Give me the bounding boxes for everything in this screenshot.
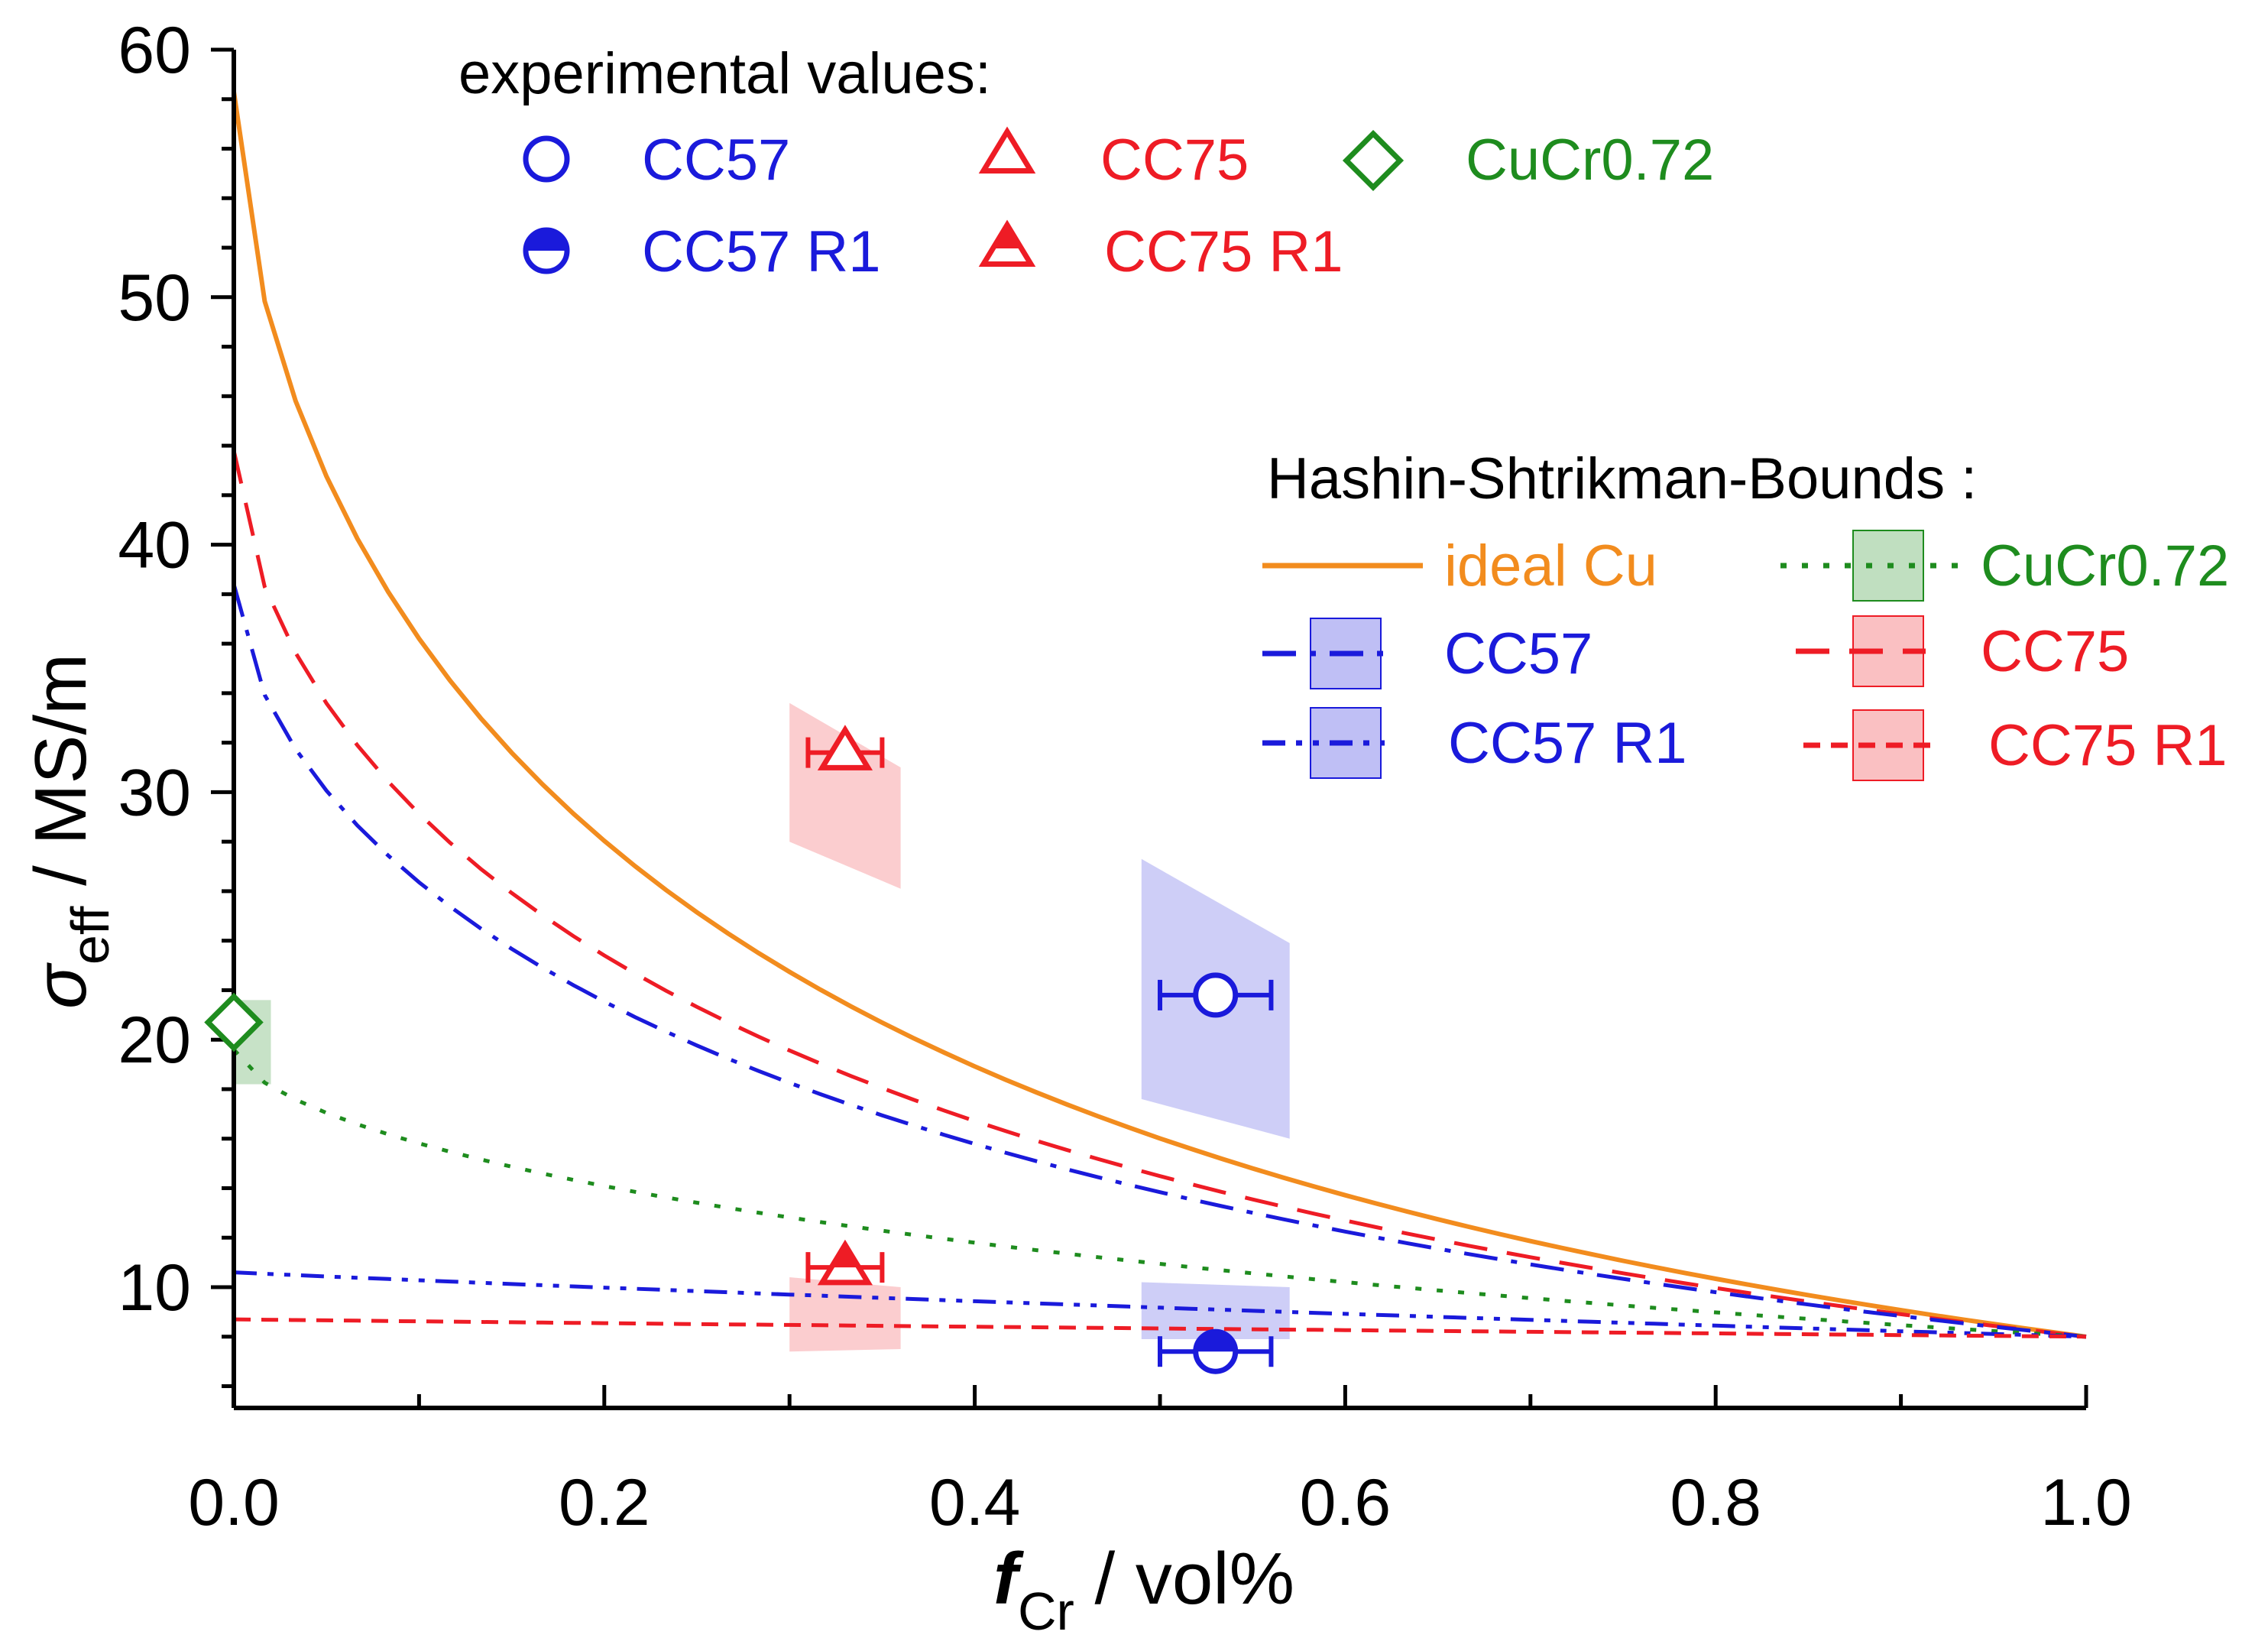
legend-bounds-label: CuCr0.72 <box>1981 534 2229 598</box>
legend-bounds-entry: CC57 <box>1262 618 1592 689</box>
data-point-pt-cc57 <box>1158 972 1274 1018</box>
legend-bounds-label: CC75 R1 <box>1988 713 2228 778</box>
x-axis-title: fCr / vol% <box>993 1538 1294 1641</box>
legend-exp-entry: CuCr0.72 <box>1342 128 1714 193</box>
circle-marker-fill <box>526 230 567 251</box>
y-tick-label: 50 <box>118 261 191 335</box>
legend-exp-label: CC57 <box>642 128 790 193</box>
legend-bounds-label: CC75 <box>1981 619 2129 684</box>
data-point-pt-cc75 <box>805 725 885 770</box>
legend-marker <box>978 126 1036 174</box>
x-axis-title-subscript: Cr <box>1018 1581 1074 1641</box>
legend-bounds-entry: CuCr0.72 <box>1780 530 2229 602</box>
x-tick-label: 0.6 <box>1300 1466 1392 1539</box>
legend-bounds-entry: CC75 R1 <box>1803 709 2228 781</box>
legend-marker <box>523 227 570 274</box>
y-tick-label: 30 <box>118 756 191 829</box>
legend-experimental-title: experimental values: <box>458 41 991 106</box>
triangle-marker-fill <box>831 1244 859 1268</box>
series-cc75 <box>232 450 2087 1339</box>
series-ideal-cu <box>232 91 2087 1339</box>
data-point-pt-cc57r1 <box>1158 1328 1274 1374</box>
legend-exp-entry: CC75 <box>978 126 1249 193</box>
experimental-points <box>204 725 1274 1374</box>
marker <box>1193 1328 1239 1374</box>
diamond-open-marker <box>204 992 264 1053</box>
uncertainty-bands <box>234 702 1290 1352</box>
series-cucr072 <box>232 1048 2087 1339</box>
legend-experimental: experimental values: CC57 CC75 CuCr0.72 CC57… <box>458 41 1714 284</box>
legend-exp-label: CC75 <box>1100 128 1249 193</box>
y-tick-label: 60 <box>118 14 191 87</box>
x-tick-label: 0.8 <box>1670 1466 1761 1539</box>
legend-exp-label: CuCr0.72 <box>1466 128 1714 193</box>
y-axis-title-unit: / MS/m <box>20 654 102 907</box>
triangle-marker-outline <box>978 126 1036 174</box>
circle-marker-fill <box>1195 1332 1236 1352</box>
legend-bounds-label: ideal Cu <box>1444 534 1657 598</box>
marker <box>1193 972 1239 1018</box>
y-axis-title-subscript: eff <box>60 906 120 965</box>
y-axis-title-symbol: σ <box>20 962 102 1009</box>
legend-bounds-title: Hashin-Shtrikman-Bounds : <box>1267 446 1977 511</box>
legend-bounds-entry: CC75 <box>1796 615 2129 687</box>
circle-open-marker <box>1193 972 1239 1018</box>
diamond-open-marker <box>1342 129 1405 192</box>
circle-open-marker <box>523 135 570 183</box>
legend-exp-entry: CC57 R1 <box>523 219 881 284</box>
x-axis-title-unit: / vol% <box>1074 1538 1294 1620</box>
triangle-marker-fill <box>993 225 1022 248</box>
band-cc75 <box>789 702 901 889</box>
band-cc57r1 <box>1141 1282 1290 1339</box>
legend-marker <box>1342 129 1405 192</box>
legend-bounds-entry: CC57 R1 <box>1262 707 1687 779</box>
x-tick-label: 0.2 <box>559 1466 650 1539</box>
axes: 0.0 0.2 0.4 0.6 0.8 1.0 10 20 30 40 50 60 fCr / vol%… <box>20 14 2132 1641</box>
series-cc75r1 <box>233 1317 2087 1339</box>
legend-exp-label: CC75 R1 <box>1104 219 1343 284</box>
legend-exp-entry: CC75 R1 <box>978 219 1343 284</box>
data-point-pt-cucr <box>204 992 264 1053</box>
bound-series <box>232 91 2087 1339</box>
legend-bounds-entry: ideal Cu <box>1262 534 1657 598</box>
legend-exp-entry: CC57 <box>523 128 790 193</box>
y-tick-label: 10 <box>118 1251 191 1325</box>
legend-bounds-label: CC57 <box>1444 621 1592 686</box>
band-cc75r1 <box>789 1277 901 1352</box>
legend-exp-label: CC57 R1 <box>642 219 881 284</box>
marker <box>817 725 873 770</box>
legend-marker <box>523 135 570 183</box>
legend-hashin-shtrikman: Hashin-Shtrikman-Bounds : ideal Cu CuCr0.7… <box>1262 446 2229 781</box>
x-tick-label: 0.0 <box>188 1466 280 1539</box>
triangle-marker-outline <box>817 725 873 770</box>
y-axis-title: σeff / MS/m <box>20 654 120 1009</box>
legend-marker <box>978 219 1036 268</box>
y-tick-label: 20 <box>118 1004 191 1077</box>
legend-bounds-label: CC57 R1 <box>1448 711 1687 776</box>
y-tick-label: 40 <box>118 509 191 582</box>
series-cc57 <box>232 583 2087 1339</box>
marker <box>204 992 264 1053</box>
marker <box>817 1239 873 1286</box>
x-tick-label: 1.0 <box>2040 1466 2132 1539</box>
data-point-pt-cc75r1 <box>805 1239 885 1286</box>
series-cc57r1 <box>233 1270 2087 1339</box>
x-tick-label: 0.4 <box>929 1466 1021 1539</box>
